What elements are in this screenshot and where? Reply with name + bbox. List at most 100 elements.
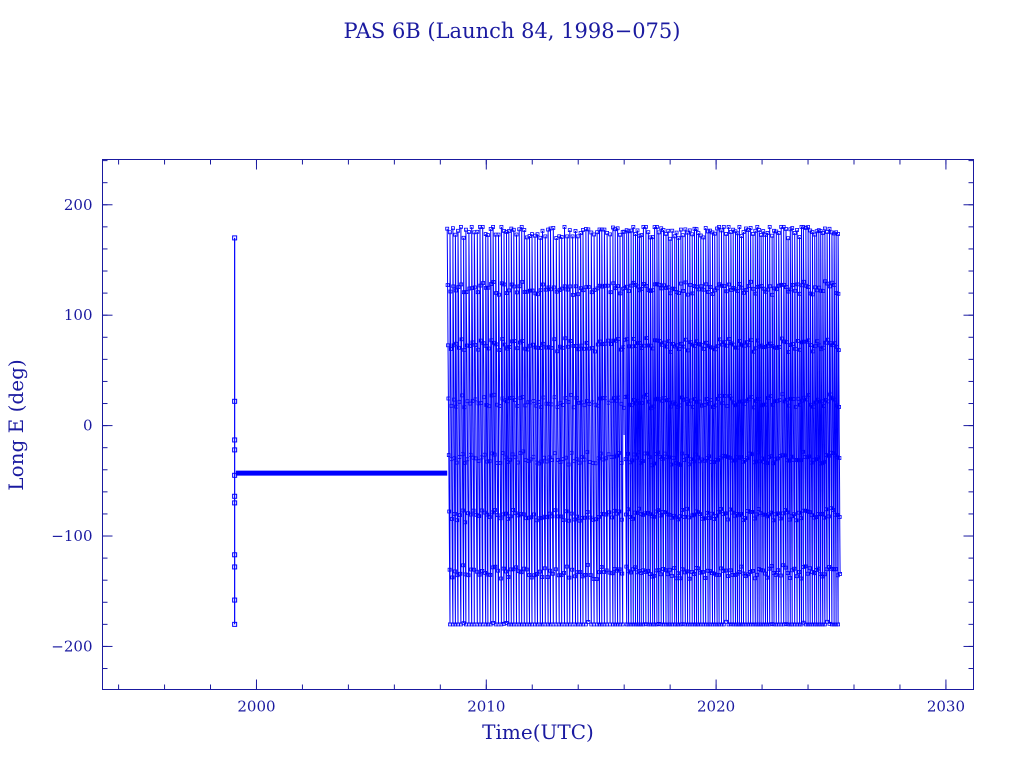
data-point-marker <box>802 455 807 460</box>
data-point-marker <box>232 552 238 558</box>
data-point-marker <box>667 567 672 572</box>
data-point-marker <box>653 338 658 343</box>
data-point-marker <box>815 288 819 293</box>
data-point-marker <box>597 622 602 627</box>
x-tick-label: 2020 <box>697 698 735 716</box>
data-point-marker <box>710 291 715 296</box>
data-point-marker <box>614 398 619 403</box>
data-point-marker <box>666 339 671 344</box>
data-point-marker <box>826 399 830 404</box>
data-point-marker <box>686 402 691 407</box>
data-point-marker <box>511 567 516 572</box>
data-point-marker <box>615 622 620 627</box>
data-point-marker <box>612 396 616 401</box>
data-point-marker <box>820 231 825 235</box>
data-point-marker <box>531 342 535 347</box>
data-point-marker <box>748 570 753 574</box>
data-point-marker <box>764 344 768 349</box>
data-point-marker <box>821 289 825 294</box>
data-point-marker <box>834 291 839 296</box>
data-point-marker <box>623 395 628 400</box>
data-point-marker <box>795 227 799 232</box>
data-point-marker <box>490 510 495 515</box>
data-point-marker <box>633 510 637 515</box>
data-point-marker <box>734 345 738 350</box>
data-point-marker <box>788 576 792 580</box>
data-point-marker <box>655 224 659 229</box>
data-point-marker <box>804 225 808 230</box>
data-point-marker <box>837 404 841 409</box>
data-point-marker <box>606 452 611 457</box>
data-point-marker <box>232 437 238 443</box>
data-point-marker <box>627 289 631 293</box>
data-point-marker <box>478 283 483 288</box>
data-point-marker <box>723 454 727 459</box>
data-point-marker <box>453 232 458 237</box>
data-point-marker <box>553 508 558 513</box>
data-point-marker <box>558 344 562 349</box>
data-point-marker <box>799 516 803 521</box>
data-point-marker <box>546 622 550 627</box>
data-point-marker <box>633 232 638 236</box>
data-point-marker <box>599 565 604 569</box>
data-point-marker <box>462 405 467 410</box>
data-point-marker <box>831 567 836 572</box>
data-point-marker <box>816 512 821 516</box>
data-point-marker <box>583 573 588 577</box>
data-point-marker <box>823 226 827 231</box>
data-point-marker <box>674 230 679 235</box>
data-point-marker <box>812 571 817 576</box>
data-point-marker <box>567 228 572 233</box>
data-point-marker <box>573 622 578 627</box>
data-point-marker <box>797 291 802 296</box>
data-point-marker <box>569 392 573 397</box>
data-point-marker <box>454 404 459 409</box>
data-point-marker <box>584 622 588 627</box>
data-point-marker <box>709 511 714 516</box>
data-point-marker <box>524 516 529 521</box>
data-point-marker <box>659 286 664 291</box>
data-point-marker <box>750 509 755 514</box>
data-point-marker <box>764 402 769 407</box>
data-point-marker <box>617 509 622 514</box>
data-point-marker <box>453 569 457 574</box>
data-point-marker <box>631 280 636 285</box>
data-point-marker <box>508 514 513 519</box>
data-point-marker <box>526 515 531 520</box>
data-point-marker <box>578 231 583 235</box>
data-point-marker <box>688 340 693 345</box>
data-point-marker <box>682 515 687 519</box>
data-point-marker <box>647 399 652 404</box>
data-point-marker <box>457 455 462 460</box>
series-line <box>623 226 841 625</box>
data-point-marker <box>724 619 728 624</box>
data-point-marker <box>755 224 760 229</box>
data-point-marker <box>559 573 564 577</box>
data-point-marker <box>619 460 624 465</box>
data-point-marker <box>770 292 775 297</box>
data-point-marker <box>742 343 747 348</box>
data-point-marker <box>714 572 719 577</box>
data-point-marker <box>791 457 796 462</box>
data-point-marker <box>807 393 811 397</box>
data-point-marker <box>604 568 609 573</box>
data-point-marker <box>617 567 622 572</box>
data-point-marker <box>673 401 678 406</box>
data-point-marker <box>450 622 455 627</box>
data-point-marker <box>754 459 759 464</box>
data-point-marker <box>581 346 586 351</box>
data-point-marker <box>479 508 484 513</box>
x-axis-label: Time(UTC) <box>482 720 594 744</box>
data-point-marker <box>586 227 591 232</box>
data-point-marker <box>520 395 525 399</box>
data-point-marker <box>737 224 742 229</box>
data-point-marker <box>597 283 602 288</box>
data-point-marker <box>487 459 492 464</box>
data-point-marker <box>569 511 574 516</box>
data-point-marker <box>754 512 759 517</box>
data-point-marker <box>708 285 713 290</box>
data-point-marker <box>683 570 687 575</box>
data-point-marker <box>504 569 509 574</box>
data-point-marker <box>816 455 820 460</box>
data-point-marker <box>522 290 527 294</box>
